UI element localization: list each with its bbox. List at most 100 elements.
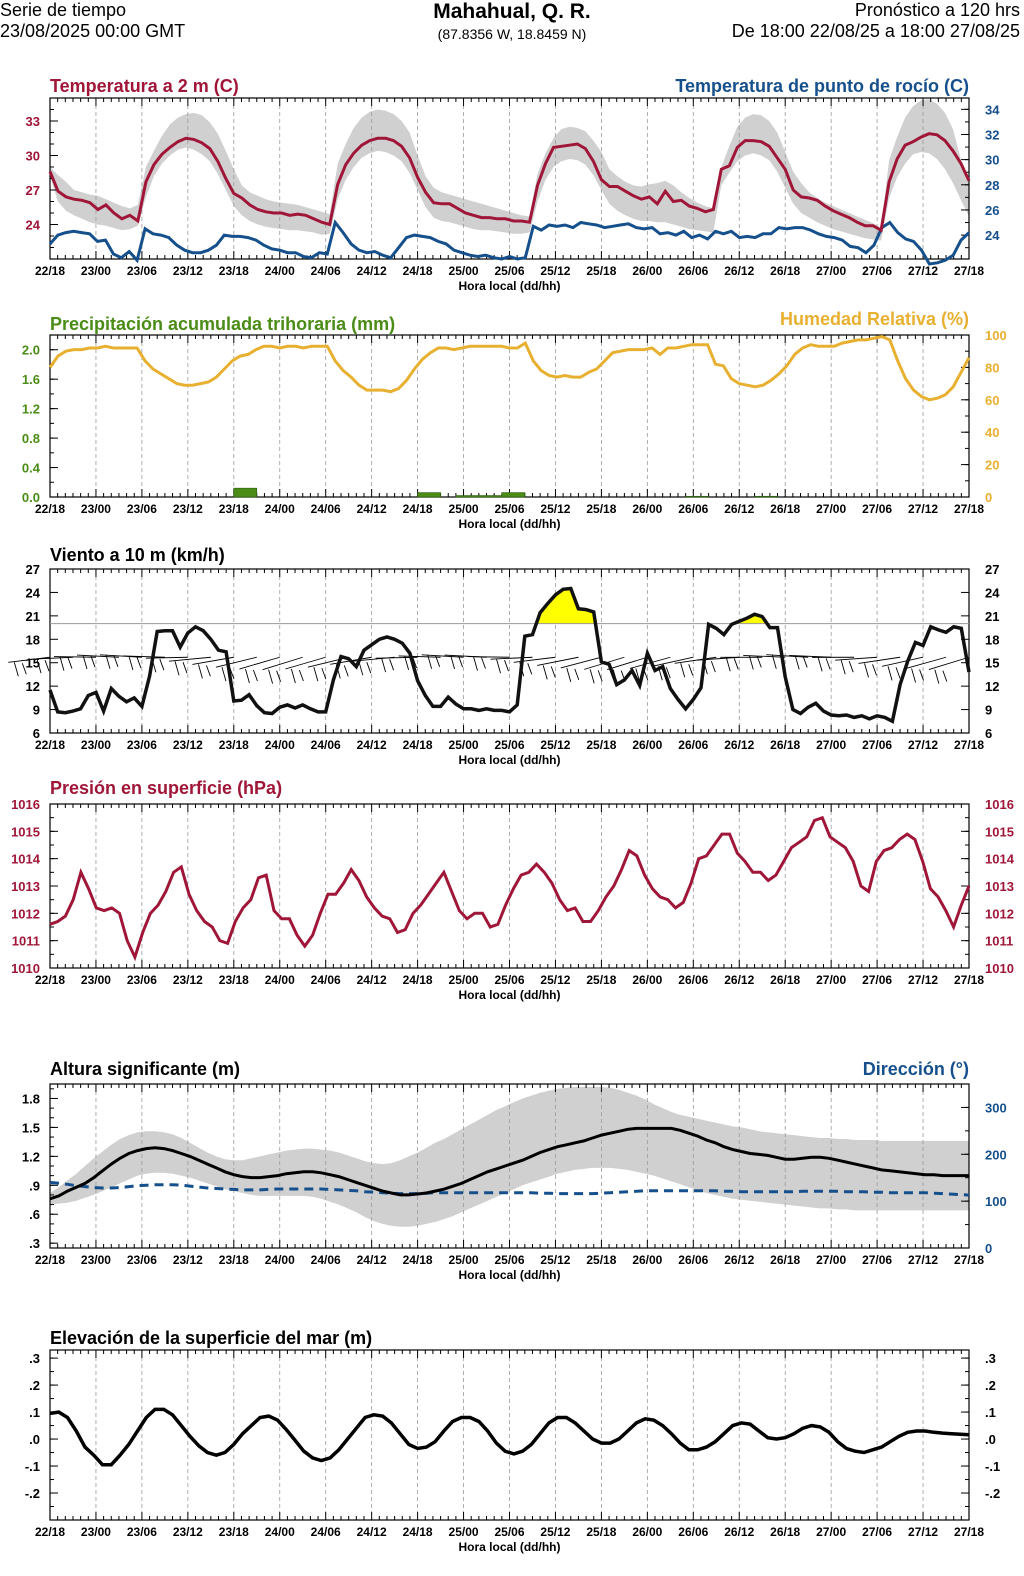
temperature-line — [48, 132, 971, 233]
run-datetime: 23/08/2025 00:00 GMT — [0, 21, 186, 41]
panel-precip-rh: 22/18 23/00 23/06 23/12 23/18 24/00 24/06 24/12… — [22, 309, 1007, 531]
wind-barb — [398, 655, 441, 658]
x-tick-label: 26/18 — [770, 1253, 800, 1267]
x-axis-label: Hora local (dd/hh) — [459, 753, 561, 767]
y-tick-label-right: -.2 — [985, 1486, 1000, 1501]
wind-barb — [504, 660, 509, 672]
x-tick-label: 25/06 — [494, 973, 524, 987]
wind-threshold-fill — [536, 588, 596, 624]
x-tick-label: 22/18 — [35, 1253, 65, 1267]
x-tick-label: 23/12 — [173, 1525, 203, 1539]
wind-barb — [221, 667, 227, 682]
wind-barb — [122, 655, 165, 658]
y-tick-label-left: 1014 — [11, 852, 41, 867]
x-tick-label: 27/00 — [816, 1525, 846, 1539]
x-tick-label: 27/18 — [954, 264, 984, 278]
x-tick-label: 24/12 — [357, 738, 387, 752]
x-tick-label: 26/00 — [632, 264, 662, 278]
y-tick-label-left: .3 — [29, 1351, 40, 1366]
wind-barb — [253, 669, 258, 682]
wind-barb — [366, 662, 372, 674]
y-tick-label-left: -.1 — [25, 1459, 40, 1474]
x-tick-label: 25/00 — [449, 738, 479, 752]
wind-barb — [688, 664, 694, 676]
y-tick-label-left: 1.8 — [22, 1091, 40, 1106]
x-tick-label: 27/12 — [908, 502, 938, 516]
x-tick-label: 27/00 — [816, 738, 846, 752]
y-tick-label-right: 20 — [985, 458, 999, 473]
y-tick-label-left: .9 — [29, 1178, 40, 1193]
wind-barb — [53, 656, 96, 658]
x-tick-label: 26/12 — [724, 502, 754, 516]
y-tick-label-left: 1013 — [11, 879, 40, 894]
y-tick-label-right: 100 — [985, 328, 1007, 343]
wind-barb — [934, 669, 940, 684]
forecast-range: De 18:00 22/08/25 a 18:00 27/08/25 — [731, 21, 1020, 41]
x-tick-label: 24/18 — [403, 502, 433, 516]
wind-barb — [21, 663, 27, 675]
wind-barb — [262, 656, 303, 671]
x-tick-label: 23/18 — [219, 973, 249, 987]
x-tick-label: 26/00 — [632, 502, 662, 516]
x-tick-label: 24/06 — [311, 1525, 341, 1539]
x-tick-label: 25/00 — [449, 1253, 479, 1267]
wind-barb — [710, 660, 716, 673]
y-tick-label-right: 27 — [985, 562, 999, 577]
y-tick-label-right: 0 — [985, 490, 992, 505]
y-tick-label-right: 1011 — [985, 934, 1013, 949]
chart-title-left: Elevación de la superficie del mar (m) — [50, 1328, 372, 1348]
x-tick-label: 23/00 — [81, 973, 111, 987]
x-tick-label: 25/18 — [586, 973, 616, 987]
chart-title-left: Precipitación acumulada trihoraria (mm) — [50, 314, 395, 334]
forecast-horizon: Pronóstico a 120 hrs — [854, 0, 1020, 20]
wind-barb — [848, 661, 854, 673]
y-tick-label-right: 30 — [985, 153, 999, 168]
x-tick-label: 26/06 — [678, 738, 708, 752]
y-tick-label-left: 27 — [26, 183, 40, 198]
y-tick-label-right: 18 — [985, 632, 999, 647]
x-tick-label: 24/18 — [403, 973, 433, 987]
x-tick-label: 23/18 — [219, 1525, 249, 1539]
wind-barb — [197, 664, 203, 679]
pressure-line — [49, 815, 971, 962]
y-tick-label-left: .3 — [29, 1236, 40, 1251]
x-tick-label: 22/18 — [35, 264, 65, 278]
x-tick-label: 25/18 — [586, 1525, 616, 1539]
x-axis-label: Hora local (dd/hh) — [459, 1540, 561, 1554]
y-tick-label-right: 24 — [985, 228, 1000, 243]
x-tick-label: 23/06 — [127, 264, 157, 278]
wind-barb — [597, 670, 603, 682]
y-tick-label-left: 0.0 — [22, 490, 40, 505]
wind-barb — [389, 659, 395, 671]
x-tick-label: 24/18 — [403, 1253, 433, 1267]
wind-barb — [756, 656, 762, 668]
x-tick-label: 27/06 — [862, 1525, 892, 1539]
wind-barb — [450, 654, 456, 670]
wind-barb — [67, 657, 73, 669]
x-tick-label: 23/18 — [219, 502, 249, 516]
x-tick-label: 25/06 — [494, 502, 524, 516]
x-tick-label: 26/18 — [770, 264, 800, 278]
wind-barb — [76, 654, 119, 658]
x-tick-label: 25/06 — [494, 738, 524, 752]
y-tick-label-right: .3 — [985, 1351, 996, 1366]
wind-barb — [835, 656, 878, 661]
header-left: Serie de tiempo 23/08/2025 00:00 GMT — [0, 0, 185, 42]
wind-barb — [290, 668, 296, 684]
x-tick-label: 27/06 — [862, 1253, 892, 1267]
wind-barb — [412, 656, 418, 669]
wind-barb — [766, 654, 809, 658]
wind-barb — [473, 656, 478, 671]
x-tick-label: 24/18 — [403, 264, 433, 278]
x-tick-label: 27/06 — [862, 738, 892, 752]
y-tick-label-left: 1.6 — [22, 372, 40, 387]
x-tick-label: 24/12 — [357, 502, 387, 516]
x-tick-label: 26/00 — [632, 738, 662, 752]
y-tick-label-right: 21 — [985, 609, 999, 624]
x-tick-label: 23/06 — [127, 1253, 157, 1267]
y-tick-label-left: 2.0 — [22, 343, 40, 358]
y-tick-label-left: 33 — [26, 114, 40, 129]
x-tick-label: 26/18 — [770, 1525, 800, 1539]
x-tick-label: 26/18 — [770, 502, 800, 516]
x-axis-label: Hora local (dd/hh) — [459, 1268, 561, 1282]
